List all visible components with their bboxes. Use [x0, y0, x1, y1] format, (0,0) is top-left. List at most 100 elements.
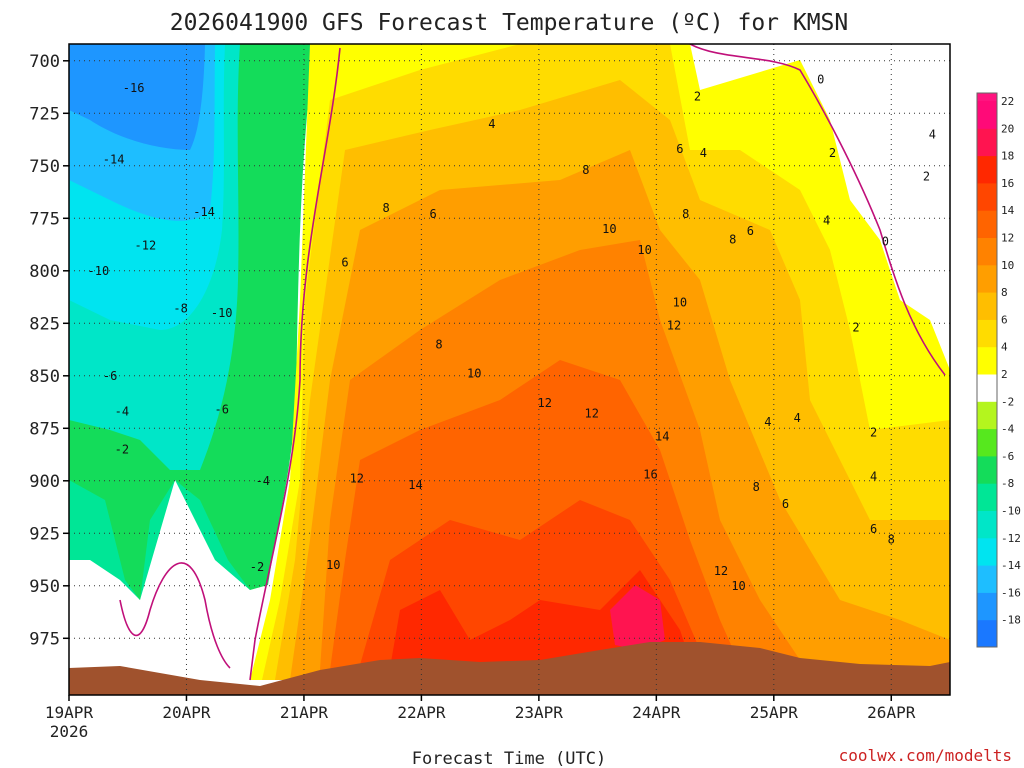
contour-label: 8 [383, 201, 390, 215]
y-tick-label: 800 [29, 262, 60, 282]
contour-label: 8 [729, 232, 736, 246]
colorbar-label: -16 [1001, 586, 1021, 599]
contour-label: 6 [870, 522, 877, 536]
contour-label: 2 [694, 90, 701, 104]
plot-frame [68, 43, 951, 696]
contour-label: -4 [256, 474, 270, 488]
contour-labels: -16-14-14-12-10-10-8-6-6-4-4-2-28 6681012… [88, 73, 936, 593]
credit-link[interactable]: coolwx.com/modelts [839, 746, 1012, 765]
contour-label: -16 [123, 81, 145, 95]
y-tick-label: 925 [29, 524, 60, 544]
colorbar-label: 18 [1001, 150, 1014, 163]
freezing-line-cold-pocket [119, 562, 231, 669]
contour-label: -2 [115, 442, 129, 456]
colorbar-label: 10 [1001, 259, 1014, 272]
y-tick-label: 725 [29, 104, 60, 124]
colorbar-cell [977, 592, 997, 621]
contour-label: 4 [823, 213, 830, 227]
ground-terrain [69, 642, 950, 695]
y-tick-label: 950 [29, 577, 60, 597]
colorbar-label: 4 [1001, 341, 1008, 354]
contour-label: -14 [193, 205, 215, 219]
contour-label: 10 [467, 367, 481, 381]
colorbar-label: -14 [1001, 559, 1021, 572]
contour-label: 0 [817, 73, 824, 87]
contour-label: -4 [115, 405, 129, 419]
y-tick-label: 750 [29, 157, 60, 177]
colorbar-cell [977, 346, 997, 375]
contour-label: -2 [250, 560, 264, 574]
colorbar-cell [977, 401, 997, 430]
x-tick-label: 21APR [280, 703, 329, 722]
contour-label: 12 [667, 318, 681, 332]
colorbar-cell [977, 182, 997, 211]
contour-label: 2 [829, 146, 836, 160]
colorbar-cell [977, 155, 997, 184]
contour-label: 8 [753, 480, 760, 494]
contour-label: 4 [870, 470, 877, 484]
gridlines [69, 44, 950, 695]
contour-label: -12 [135, 239, 157, 253]
colorbar-cell [977, 292, 997, 320]
contour-label: 2 [870, 426, 877, 440]
colorbar-cell [977, 455, 997, 484]
cold-field-deepblue [69, 44, 205, 150]
contour-label: 12 [585, 407, 599, 421]
y-tick-label: 825 [29, 314, 60, 334]
contour-label: 6 [676, 142, 683, 156]
contour-label: 12 [714, 564, 728, 578]
colorbar-cell [977, 374, 997, 402]
colorbar: -18 -16 -14 -12 -10 -8 -6 -4 -2 2 4 6 8 10 12 14 16 18 20 2… [976, 92, 1021, 648]
freezing-line-0c [249, 44, 946, 681]
x-tick-label: 24APR [632, 703, 681, 722]
contour-label: 8 [582, 163, 589, 177]
colorbar-label: 14 [1001, 204, 1015, 217]
x-tick-label: 25APR [750, 703, 799, 722]
colorbar-cell [977, 210, 997, 238]
colorbar-cell [977, 619, 997, 648]
colorbar-label: 16 [1001, 177, 1014, 190]
colorbar-label: -6 [1001, 450, 1014, 463]
colorbar-label: 12 [1001, 232, 1014, 245]
contour-label: 10 [731, 579, 745, 593]
temperature-field [69, 44, 950, 695]
y-tick-label: 875 [29, 419, 60, 439]
y-tick-label: 975 [29, 629, 60, 649]
contour-label: 8 [888, 533, 895, 547]
contour-label: 4 [488, 117, 495, 131]
contour-label: -6 [214, 402, 228, 416]
contour-label: -10 [88, 264, 110, 278]
contour-label: 6 [341, 255, 348, 269]
contour-label: 6 [782, 497, 789, 511]
contour-label: 8 [435, 337, 442, 351]
colorbar-frame [976, 92, 998, 648]
contour-label: 10 [326, 558, 340, 572]
colorbar-top-cap [977, 93, 997, 101]
colorbar-label: -12 [1001, 532, 1021, 545]
y-tick-label: 775 [29, 209, 60, 229]
contour-label: 10 [602, 222, 616, 236]
colorbar-label: 2 [1001, 368, 1008, 381]
contour-label: 16 [643, 468, 657, 482]
y-axis: 700 725 750 775 800 825 850 875 900 925 950 975 [29, 52, 69, 649]
colorbar-label: 8 [1001, 286, 1008, 299]
colorbar-cell [977, 510, 997, 539]
contour-label: 10 [673, 295, 687, 309]
contour-label: -8 [173, 302, 187, 316]
contour-label: 14 [408, 478, 422, 492]
colorbar-label: -8 [1001, 477, 1014, 490]
contour-label: 4 [764, 415, 771, 429]
contour-label: 12 [538, 396, 552, 410]
contour-label: 14 [655, 430, 669, 444]
x-tick-label: 20APR [162, 703, 211, 722]
colorbar-cell [977, 128, 997, 157]
contour-label: -6 [103, 369, 117, 383]
x-axis-label: Forecast Time (UTC) [412, 749, 606, 768]
colorbar-cell [977, 237, 997, 266]
colorbar-label: 22 [1001, 95, 1014, 108]
colorbar-cell [977, 537, 997, 566]
x-tick-label: 23APR [515, 703, 564, 722]
contour-label: 8 [682, 207, 689, 221]
